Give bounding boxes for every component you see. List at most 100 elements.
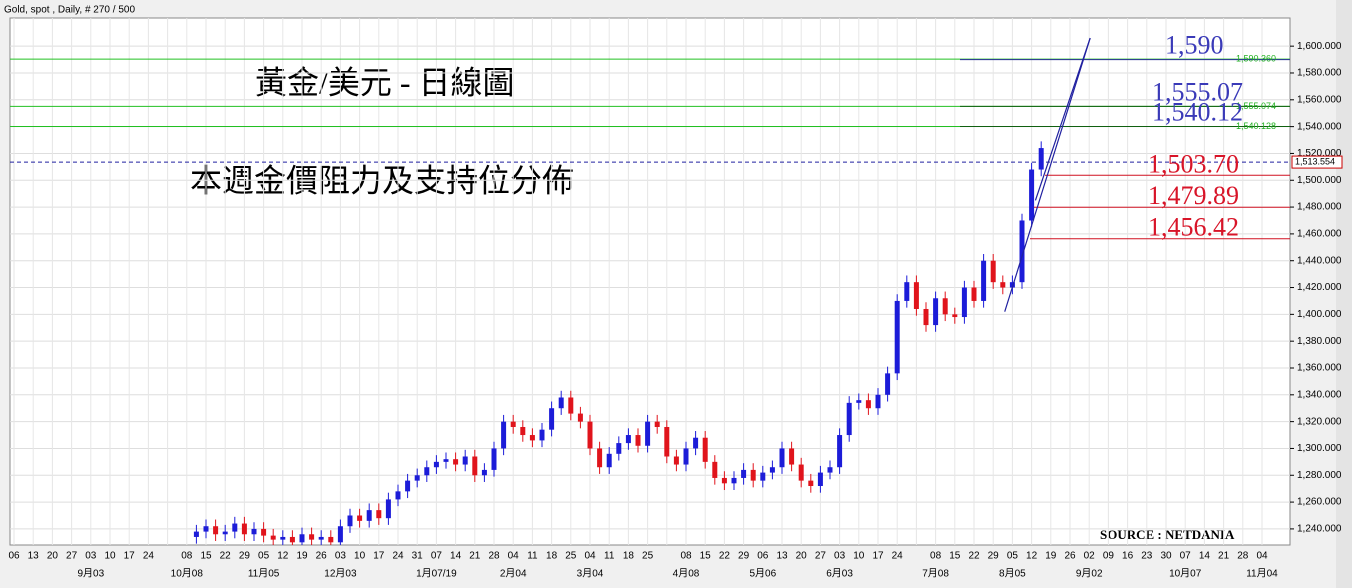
candle-body (664, 426, 670, 457)
month-label: 6月03 (826, 568, 853, 580)
x-tick-label: 20 (47, 551, 59, 562)
x-tick-label: 08 (930, 551, 942, 562)
x-tick-label: 11 (527, 551, 538, 562)
month-label: 2月04 (500, 568, 527, 580)
candle-body (337, 526, 343, 543)
y-tick-label: 1,480.000 (1297, 202, 1342, 213)
x-tick-label: 04 (584, 551, 596, 562)
candle-body (395, 491, 401, 500)
x-tick-label: 07 (431, 551, 443, 562)
month-label: 8月05 (999, 568, 1026, 580)
x-tick-label: 04 (508, 551, 520, 562)
candle-body (232, 523, 238, 532)
support-label: 1,479.89 (1148, 181, 1239, 210)
candle-body (904, 282, 910, 301)
x-tick-label: 03 (85, 551, 97, 562)
candle-body (261, 528, 267, 536)
candle-body (606, 453, 612, 468)
candle-body (837, 435, 843, 468)
x-tick-label: 15 (949, 551, 961, 562)
candle-body (645, 421, 651, 446)
candle-body (635, 435, 641, 446)
candle-body (462, 456, 468, 465)
candle-body (472, 456, 478, 476)
candle-body (952, 314, 958, 318)
trend-line (1004, 37, 1091, 312)
candle-body (817, 472, 823, 486)
candle-body (894, 300, 900, 374)
candle-body (481, 469, 487, 476)
y-tick-label: 1,340.000 (1297, 389, 1342, 400)
x-tick-label: 24 (392, 551, 404, 562)
support-label: 1,503.70 (1148, 149, 1239, 178)
candle-body (1029, 169, 1035, 221)
candle-body (971, 287, 977, 301)
candle-body (616, 443, 622, 454)
candle-body (933, 298, 939, 326)
candle-body (654, 421, 660, 427)
x-tick-label: 19 (296, 551, 308, 562)
trend-line (1034, 37, 1091, 201)
candle-body (846, 402, 852, 436)
y-tick-label: 1,300.000 (1297, 443, 1342, 454)
x-tick-label: 15 (700, 551, 712, 562)
candle-body (587, 421, 593, 449)
y-tick-label: 1,440.000 (1297, 255, 1342, 266)
candle-body (203, 526, 209, 532)
y-tick-label: 1,540.000 (1297, 121, 1342, 132)
level-label: 1,590.360 (1236, 53, 1276, 63)
candle-body (366, 510, 372, 521)
candle-body (913, 282, 919, 309)
candle-body (875, 394, 881, 409)
candle-body (779, 448, 785, 468)
x-tick-label: 20 (796, 551, 808, 562)
candle-body (309, 534, 315, 540)
candle-body (683, 448, 689, 465)
candle-body (731, 477, 737, 484)
candle-body (318, 536, 324, 540)
x-tick-label: 10 (104, 551, 116, 562)
candle-body (856, 400, 862, 403)
candle-body (222, 531, 228, 535)
x-tick-label: 10 (354, 551, 366, 562)
x-tick-label: 25 (642, 551, 654, 562)
x-tick-label: 27 (66, 551, 78, 562)
source: SOURCE : NETDANIA (1100, 527, 1235, 542)
candle-body (510, 421, 516, 427)
month-label: 7月08 (922, 568, 949, 580)
y-tick-label: 1,600.000 (1297, 41, 1342, 52)
candle-body (549, 408, 555, 430)
candle-body (721, 477, 727, 484)
month-label: 12月03 (324, 568, 357, 580)
chart-title: 黃金/美元 - 日線圖 (255, 64, 515, 100)
x-tick-label: 24 (143, 551, 155, 562)
candle-body (443, 459, 449, 462)
candle-body (520, 426, 526, 436)
x-tick-label: 08 (181, 551, 193, 562)
candle-body (280, 536, 286, 540)
candle-body (981, 260, 987, 301)
x-tick-label: 29 (239, 551, 251, 562)
candle-body (865, 400, 871, 409)
resistance-label: 1,555.07 (1152, 77, 1243, 106)
x-tick-label: 22 (719, 551, 731, 562)
candle-body (213, 526, 219, 535)
x-tick-label: 11 (604, 551, 615, 562)
x-tick-label: 28 (488, 551, 500, 562)
candle-body (1019, 220, 1025, 283)
candle-body (789, 448, 795, 465)
month-label: 10月07 (1169, 568, 1202, 580)
x-tick-label: 15 (200, 551, 212, 562)
candle-body (693, 437, 699, 449)
last-price-label: 1,513.554 (1295, 156, 1335, 166)
x-tick-label: 22 (220, 551, 232, 562)
x-tick-label: 09 (1103, 551, 1115, 562)
candle-body (990, 260, 996, 283)
y-tick-label: 1,420.000 (1297, 282, 1342, 293)
x-tick-label: 16 (1122, 551, 1134, 562)
candle-body (961, 287, 967, 318)
x-tick-label: 02 (1084, 551, 1096, 562)
x-tick-label: 12 (1026, 551, 1038, 562)
x-tick-label: 03 (834, 551, 846, 562)
candle-body (453, 459, 459, 465)
